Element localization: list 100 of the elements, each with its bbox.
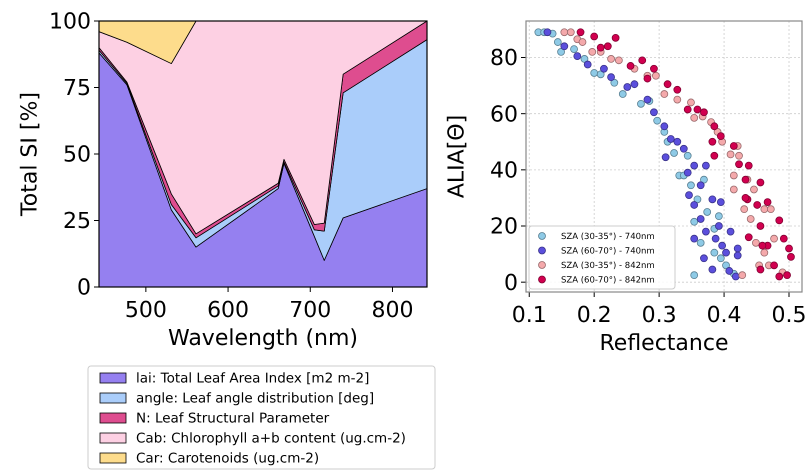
point bbox=[684, 106, 692, 114]
y-axis-title: ALIA[Θ] bbox=[444, 114, 470, 198]
point bbox=[703, 208, 712, 216]
y-tick-label: 20 bbox=[490, 214, 518, 240]
point bbox=[700, 254, 708, 262]
point bbox=[753, 201, 762, 209]
legend-label: N: Leaf Structural Parameter bbox=[136, 410, 330, 427]
point bbox=[570, 45, 578, 53]
point bbox=[607, 55, 615, 63]
point bbox=[610, 78, 618, 87]
point bbox=[710, 152, 718, 160]
y-axis-title: Total SI [%] bbox=[17, 92, 42, 217]
x-tick-label: 0.4 bbox=[706, 303, 742, 328]
point bbox=[596, 44, 605, 52]
point bbox=[653, 116, 662, 125]
x-axis-title: Reflectance bbox=[599, 331, 729, 356]
x-tick-label: 0.1 bbox=[512, 303, 547, 328]
y-tick-label: 75 bbox=[63, 76, 91, 102]
x-axis-title: Wavelength (nm) bbox=[168, 326, 358, 351]
point bbox=[560, 28, 568, 36]
point bbox=[775, 272, 784, 280]
point bbox=[738, 271, 746, 280]
point bbox=[596, 70, 605, 78]
point bbox=[760, 248, 768, 257]
point bbox=[722, 261, 730, 270]
point bbox=[725, 267, 734, 275]
point bbox=[696, 215, 705, 223]
x-tick-label: 0.2 bbox=[576, 303, 612, 328]
point bbox=[690, 271, 698, 280]
point bbox=[766, 205, 775, 214]
y-tick-label: 0 bbox=[77, 276, 91, 301]
point bbox=[718, 242, 726, 250]
point bbox=[702, 162, 710, 170]
point bbox=[666, 135, 675, 143]
point bbox=[734, 244, 742, 252]
point bbox=[612, 34, 620, 42]
y-tick-label: 100 bbox=[49, 10, 91, 35]
point bbox=[752, 238, 760, 247]
point bbox=[618, 90, 627, 98]
point bbox=[780, 234, 788, 243]
point bbox=[650, 108, 658, 116]
x-tick-label: 0.5 bbox=[772, 303, 807, 328]
x-tick-label: 600 bbox=[207, 298, 250, 323]
point bbox=[756, 266, 764, 274]
point bbox=[764, 198, 772, 206]
point bbox=[694, 195, 702, 204]
legend-label: SZA (60-70°) - 842nm bbox=[561, 275, 655, 286]
point bbox=[758, 242, 766, 250]
point bbox=[673, 96, 682, 104]
point bbox=[690, 162, 698, 170]
legend-label: SZA (30-35°) - 842nm bbox=[561, 260, 655, 271]
point bbox=[687, 98, 695, 106]
point bbox=[673, 86, 682, 94]
point bbox=[573, 52, 582, 60]
point bbox=[670, 149, 678, 157]
point bbox=[750, 186, 758, 194]
x-tick-label: 0.3 bbox=[642, 303, 677, 328]
point bbox=[607, 73, 615, 82]
point bbox=[626, 62, 634, 70]
point bbox=[722, 248, 730, 257]
point bbox=[785, 244, 793, 252]
point bbox=[694, 106, 702, 114]
point bbox=[637, 100, 645, 108]
point bbox=[708, 195, 716, 204]
point bbox=[604, 42, 612, 50]
point bbox=[576, 28, 584, 36]
point bbox=[584, 60, 592, 68]
point bbox=[557, 48, 565, 56]
point bbox=[770, 234, 778, 243]
point bbox=[770, 261, 778, 270]
y-tick-label: 80 bbox=[490, 46, 518, 72]
point bbox=[730, 142, 738, 150]
point bbox=[716, 198, 725, 206]
point bbox=[588, 48, 596, 56]
point bbox=[690, 114, 698, 122]
y-tick-label: 25 bbox=[63, 209, 91, 234]
point bbox=[744, 162, 753, 170]
legend-label: lai: Total Leaf Area Index [m2 m-2] bbox=[136, 370, 370, 387]
point bbox=[732, 272, 740, 280]
point bbox=[744, 233, 753, 242]
point bbox=[580, 55, 588, 63]
point bbox=[710, 122, 718, 130]
point bbox=[680, 144, 688, 153]
point bbox=[644, 74, 652, 82]
point bbox=[623, 83, 632, 91]
point bbox=[690, 218, 698, 226]
point bbox=[710, 248, 718, 257]
point bbox=[740, 205, 748, 214]
point bbox=[673, 138, 682, 146]
point bbox=[660, 122, 668, 130]
point bbox=[730, 186, 738, 194]
point bbox=[726, 228, 734, 236]
x-tick-label: 700 bbox=[289, 298, 332, 323]
point bbox=[783, 271, 791, 280]
legend-label: Car: Carotenoids (ug.cm-2) bbox=[136, 450, 320, 467]
point bbox=[702, 228, 710, 236]
point bbox=[716, 132, 725, 140]
point bbox=[716, 254, 725, 262]
point bbox=[650, 64, 658, 73]
point bbox=[775, 216, 784, 224]
